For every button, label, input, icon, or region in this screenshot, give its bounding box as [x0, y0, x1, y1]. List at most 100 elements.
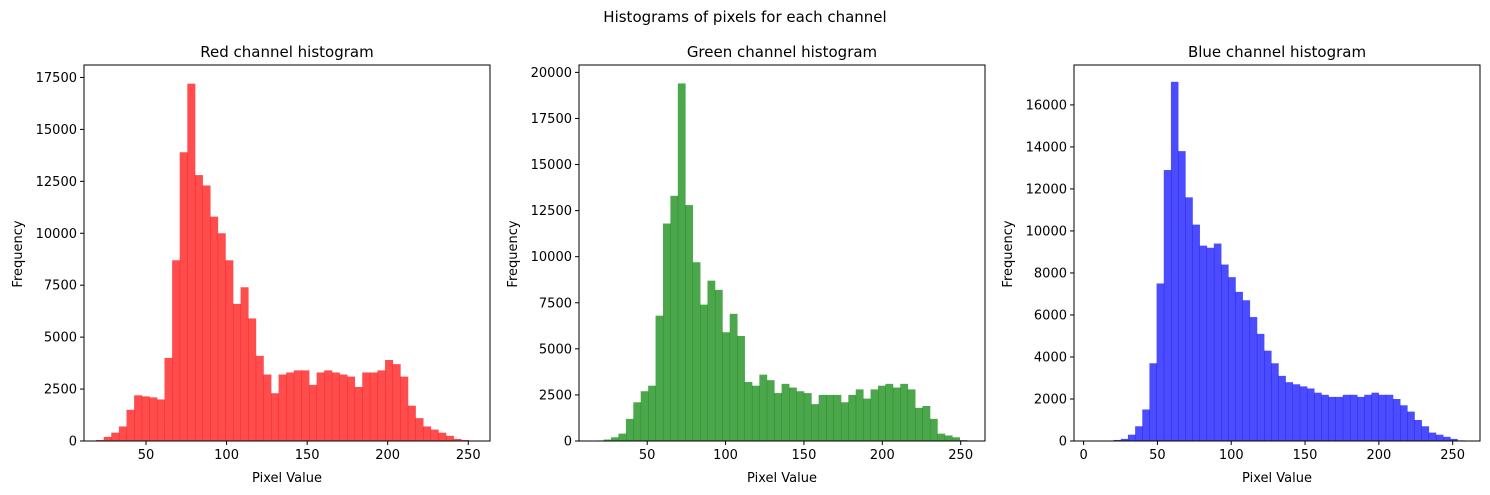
blue-y-tick-label: 14000 — [1026, 140, 1067, 155]
green-panel-title: Green channel histogram — [687, 43, 877, 61]
red-histogram-panel: Red channel histogram Pixel Value Freque… — [11, 43, 491, 486]
green-histogram-bar — [929, 418, 938, 441]
red-histogram-bar — [324, 370, 333, 441]
green-histogram-bar — [811, 404, 820, 441]
green-histogram-bar — [640, 391, 649, 441]
red-histogram-bar — [415, 418, 424, 441]
green-y-tick-label: 15000 — [531, 158, 572, 173]
red-histogram-bar — [347, 376, 356, 441]
blue-histogram-bar — [1321, 394, 1329, 441]
red-histogram-bar — [316, 372, 325, 441]
green-histogram-bar — [707, 280, 716, 441]
red-panel-title: Red channel histogram — [200, 43, 373, 61]
green-histogram-bar — [789, 387, 797, 441]
green-histogram-bar — [818, 394, 827, 441]
red-histogram-bar — [445, 435, 454, 441]
red-y-tick-label: 17500 — [36, 71, 77, 86]
green-histogram-bar — [648, 385, 656, 441]
red-histogram-bar — [225, 260, 234, 441]
blue-x-axis-label: Pixel Value — [1242, 471, 1312, 486]
red-y-tick-label: 0 — [69, 435, 77, 450]
blue-histogram-bar — [1256, 333, 1265, 441]
green-histogram-bar — [744, 382, 753, 441]
green-y-tick-label: 17500 — [531, 112, 572, 127]
blue-x-tick-label: 50 — [1149, 448, 1166, 463]
red-x-tick-label: 100 — [214, 448, 239, 463]
green-histogram-bar — [833, 394, 842, 441]
blue-histogram-bar — [1335, 396, 1344, 441]
green-histogram-bar — [692, 262, 701, 441]
blue-histogram-bar — [1450, 438, 1458, 441]
blue-histogram-bar — [1428, 432, 1437, 441]
blue-histogram-bar — [1314, 392, 1322, 441]
green-histogram-bar — [677, 83, 686, 442]
red-histogram-bar — [301, 370, 310, 441]
red-histogram-bar — [385, 359, 394, 441]
blue-histogram-bar — [1156, 283, 1165, 441]
green-histogram-bar — [655, 315, 664, 441]
green-histogram-bar — [737, 335, 745, 441]
green-y-tick-label: 20000 — [531, 66, 572, 81]
blue-histogram-bar — [1271, 363, 1279, 441]
blue-histogram-panel: Blue channel histogram Pixel Value Frequ… — [1001, 43, 1481, 486]
blue-x-tick-label: 150 — [1293, 448, 1318, 463]
blue-plot-area: 0 50 100 150 200 250 0 2000 4000 6000 8000 10000 120… — [1026, 64, 1481, 463]
green-histogram-bar — [751, 385, 760, 441]
red-axes-frame — [83, 64, 491, 442]
blue-histogram-bar — [1127, 434, 1136, 441]
green-histogram-bar — [870, 389, 879, 441]
red-histogram-bar — [278, 374, 287, 441]
red-histogram-bar — [309, 384, 318, 441]
red-y-tick-label: 10000 — [36, 227, 77, 242]
red-histogram-bar — [232, 303, 241, 441]
green-histogram-bar — [633, 402, 642, 441]
green-histogram-bar — [625, 418, 634, 441]
red-histogram-bar — [111, 432, 120, 441]
blue-x-tick-label: 0 — [1079, 448, 1087, 463]
red-histogram-bar — [126, 409, 135, 441]
blue-histogram-bar — [1443, 436, 1451, 441]
green-histogram-bar — [848, 394, 857, 441]
green-y-tick-label: 10000 — [531, 250, 572, 265]
blue-histogram-bar — [1264, 350, 1272, 441]
green-y-axis-label: Frequency — [506, 220, 521, 287]
red-y-tick-label: 7500 — [44, 279, 77, 294]
red-histogram-bar — [103, 436, 112, 441]
red-histogram-bar — [187, 83, 196, 441]
red-histogram-bar — [293, 370, 302, 441]
red-x-tick-label: 150 — [295, 448, 320, 463]
blue-histogram-bar — [1371, 392, 1379, 441]
green-histogram-bar — [670, 195, 679, 441]
blue-histogram-bar — [1342, 394, 1351, 441]
green-histogram-bar — [722, 332, 731, 441]
green-histogram-bar — [603, 439, 612, 441]
red-plot-area: 50 100 150 200 25002500500075001000012500150… — [36, 64, 491, 463]
blue-histogram-bar — [1228, 277, 1236, 441]
blue-histogram-bar — [1364, 394, 1372, 441]
red-histogram-bar — [377, 370, 386, 441]
blue-histogram-bar — [1435, 434, 1444, 441]
blue-x-tick-label: 100 — [1219, 448, 1244, 463]
blue-histogram-bar — [1421, 426, 1430, 441]
red-histogram-bar — [369, 372, 378, 441]
green-histogram-bar — [863, 398, 871, 441]
blue-histogram-bar — [1170, 81, 1179, 441]
green-histogram-bar — [826, 394, 834, 441]
blue-x-tick-label: 250 — [1440, 448, 1465, 463]
red-x-tick-label: 200 — [375, 448, 400, 463]
figure-title: Histograms of pixels for each channel — [603, 8, 886, 26]
red-y-axis-label: Frequency — [11, 220, 26, 287]
blue-histogram-bar — [1192, 224, 1200, 441]
red-histogram-bar — [263, 374, 272, 441]
green-x-tick-label: 200 — [870, 448, 895, 463]
blue-histogram-bar — [1142, 409, 1150, 441]
red-histogram-bar — [179, 152, 188, 442]
red-histogram-bar — [194, 175, 203, 442]
blue-histogram-bar — [1299, 386, 1308, 441]
red-histogram-bar — [339, 374, 348, 441]
blue-histogram-bar — [1392, 398, 1401, 441]
blue-histogram-bar — [1149, 363, 1158, 441]
red-histogram-bar — [430, 429, 439, 441]
green-histogram-bar — [952, 437, 960, 441]
